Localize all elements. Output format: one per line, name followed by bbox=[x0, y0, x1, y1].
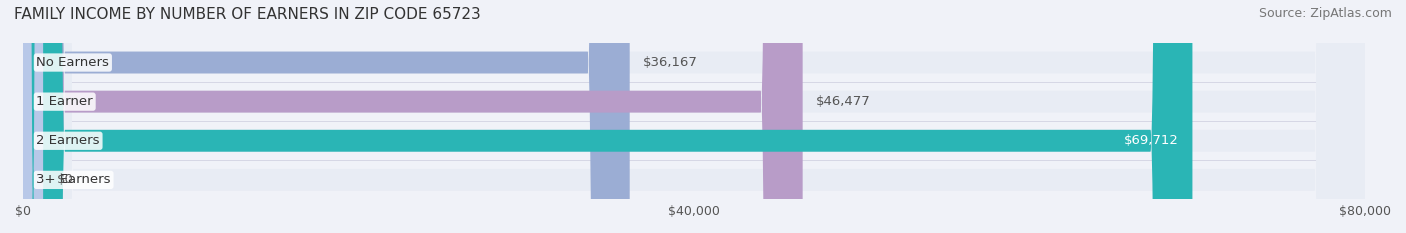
Text: 1 Earner: 1 Earner bbox=[37, 95, 93, 108]
FancyBboxPatch shape bbox=[22, 0, 1365, 233]
Text: 2 Earners: 2 Earners bbox=[37, 134, 100, 147]
FancyBboxPatch shape bbox=[22, 0, 44, 233]
Text: 3+ Earners: 3+ Earners bbox=[37, 173, 111, 186]
Text: $0: $0 bbox=[56, 173, 73, 186]
FancyBboxPatch shape bbox=[22, 0, 630, 233]
Text: FAMILY INCOME BY NUMBER OF EARNERS IN ZIP CODE 65723: FAMILY INCOME BY NUMBER OF EARNERS IN ZI… bbox=[14, 7, 481, 22]
Text: No Earners: No Earners bbox=[37, 56, 110, 69]
FancyBboxPatch shape bbox=[22, 0, 1365, 233]
Text: $36,167: $36,167 bbox=[643, 56, 697, 69]
FancyBboxPatch shape bbox=[22, 0, 1365, 233]
Text: Source: ZipAtlas.com: Source: ZipAtlas.com bbox=[1258, 7, 1392, 20]
FancyBboxPatch shape bbox=[22, 0, 1365, 233]
Text: $69,712: $69,712 bbox=[1125, 134, 1180, 147]
Text: $46,477: $46,477 bbox=[815, 95, 870, 108]
FancyBboxPatch shape bbox=[22, 0, 1192, 233]
FancyBboxPatch shape bbox=[22, 0, 803, 233]
